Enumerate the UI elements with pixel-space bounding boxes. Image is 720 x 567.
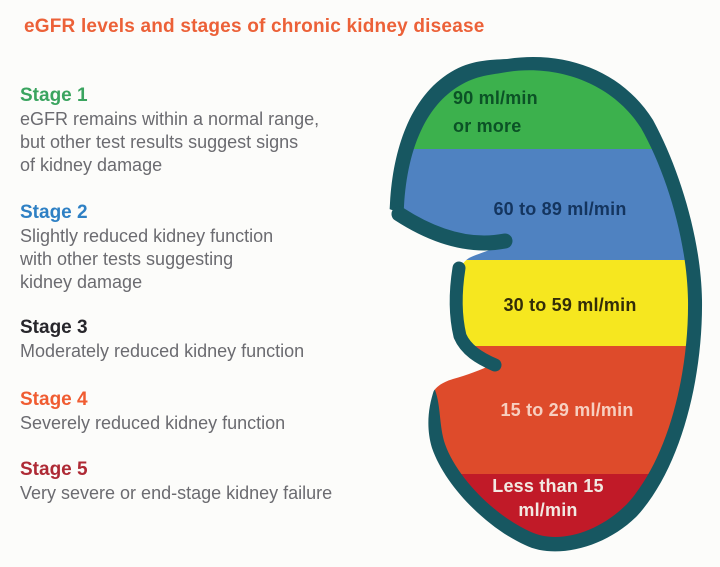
stage-5-block: Stage 5 Very severe or end-stage kidney …	[20, 458, 332, 505]
stage-4-heading: Stage 4	[20, 389, 88, 410]
page-title: eGFR levels and stages of chronic kidney…	[24, 16, 485, 37]
stage-1-block: Stage 1 eGFR remains within a normal ran…	[20, 84, 319, 177]
stage-1-description-line: eGFR remains within a normal range,	[20, 109, 320, 129]
band-label-line: Less than 15	[492, 476, 604, 496]
stage-5-heading: Stage 5	[20, 459, 88, 480]
stage-2-description-line: with other tests suggesting	[20, 249, 234, 269]
stage-1-heading: Stage 1	[20, 85, 88, 106]
band-label-stage3: 30 to 59 ml/min	[503, 295, 637, 315]
band-label-stage1: 90 ml/min or more	[453, 84, 613, 140]
stage-3-description-line: Moderately reduced kidney function	[20, 341, 305, 361]
stage-3-heading: Stage 3	[20, 317, 88, 338]
band-label-line: or more	[453, 116, 522, 136]
band-label-line: ml/min	[518, 500, 578, 520]
stage-2-block: Stage 2 Slightly reduced kidney function…	[20, 201, 273, 294]
kidney-diagram: 90 ml/min or more 60 to 89 ml/min 30 to …	[381, 48, 715, 560]
stage-1-description-line: but other test results suggest signs	[20, 132, 299, 152]
stage-1-description-line: of kidney damage	[20, 155, 163, 175]
hilum-upper-claw	[391, 206, 513, 251]
hilum-notch-cutout	[381, 206, 505, 392]
band-label-stage2: 60 to 89 ml/min	[493, 199, 627, 219]
band-label-stage4: 15 to 29 ml/min	[500, 400, 634, 420]
stage-2-description-line: Slightly reduced kidney function	[20, 226, 274, 246]
hilum-lower-claw	[449, 261, 502, 372]
band-label-line: 90 ml/min	[453, 88, 538, 108]
stage-3-block: Stage 3 Moderately reduced kidney functi…	[20, 316, 304, 363]
stage-4-block: Stage 4 Severely reduced kidney function	[20, 388, 285, 435]
stage-2-description-line: kidney damage	[20, 272, 143, 292]
stage-5-description-line: Very severe or end-stage kidney failure	[20, 483, 333, 503]
kidney-svg	[381, 57, 703, 552]
band-label-stage5: Less than 15 ml/min	[463, 474, 633, 522]
stage-4-description-line: Severely reduced kidney function	[20, 413, 286, 433]
stage-2-heading: Stage 2	[20, 202, 88, 223]
